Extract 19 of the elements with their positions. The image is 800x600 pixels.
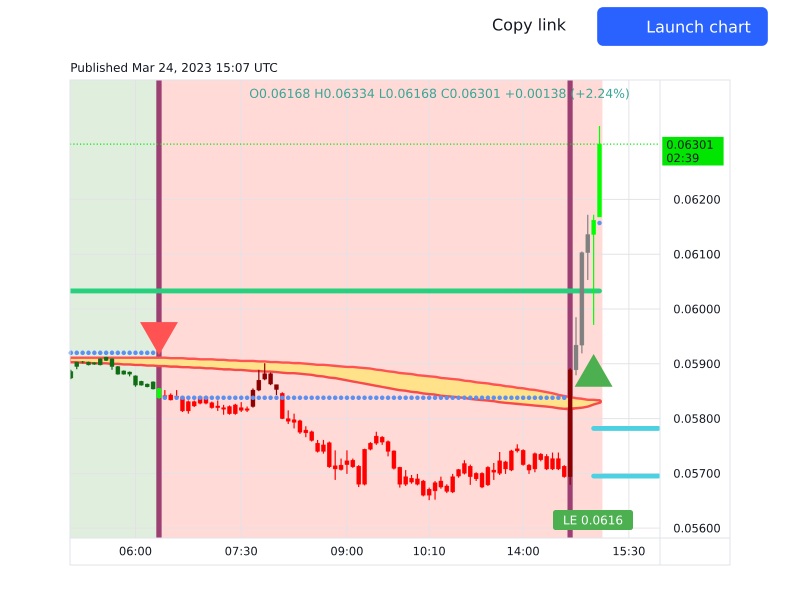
annotation: LE 0.0616: [564, 515, 622, 525]
y-tick-label: 0.05600: [674, 524, 720, 532]
x-tick-label: 09:00: [331, 546, 363, 556]
x-tick-label: 15:30: [614, 546, 645, 556]
ref-line-label: 0.06301 02:39: [667, 140, 713, 162]
text: Launch chart: [648, 20, 750, 33]
y-tick-label: 0.06000: [674, 304, 720, 314]
y-tick-label: 0.05800: [674, 414, 720, 423]
x-tick-label: 06:00: [120, 546, 152, 556]
y-tick-label: 0.06200: [674, 195, 720, 204]
text: Copy link: [492, 18, 566, 34]
x-tick-label: 10:10: [414, 546, 445, 556]
x-tick-label: 07:30: [225, 546, 257, 556]
x-tick-label: 14:00: [508, 546, 539, 556]
y-tick-label: 0.06100: [674, 250, 720, 259]
candlestick: [591, 214, 596, 326]
y-tick-label: 0.05700: [674, 469, 720, 478]
y-tick-label: 0.05900: [674, 359, 720, 368]
chart-subtitle: Published Mar 24, 2023 15:07 UTC: [71, 62, 278, 74]
